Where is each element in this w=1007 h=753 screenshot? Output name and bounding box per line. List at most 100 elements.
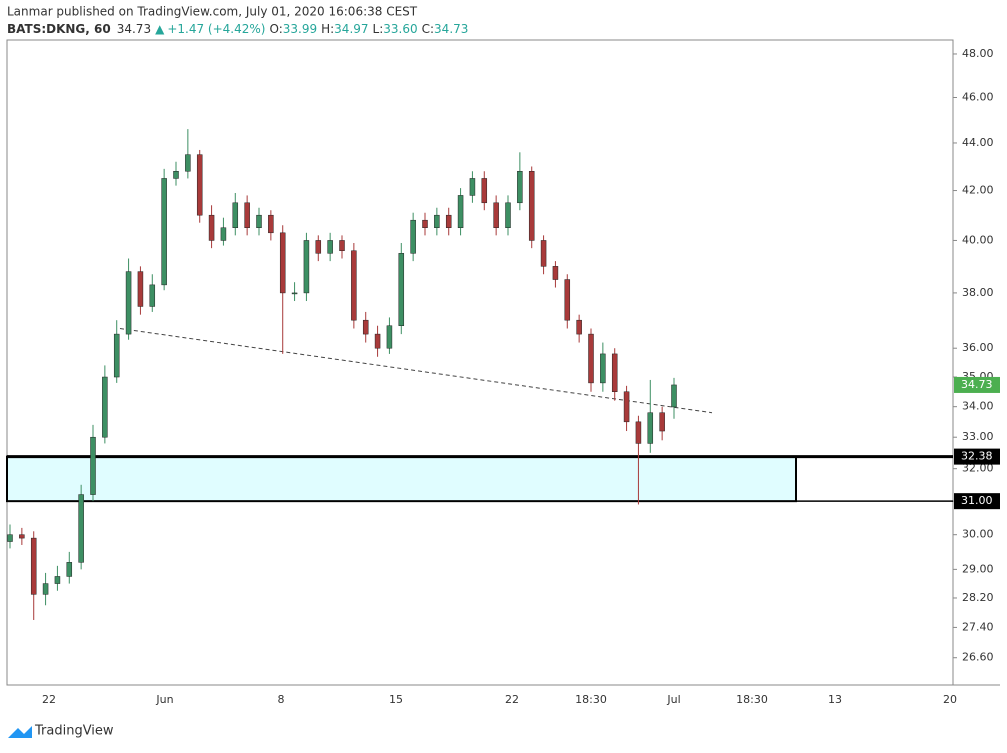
candle-body [220,227,227,241]
y-tick-label: 27.40 [962,620,994,633]
candle-body [564,279,571,321]
candle-body [505,202,511,228]
candle-body [66,562,73,577]
candle-body [303,240,310,294]
candle-body [244,202,250,228]
symbol: BATS:DKNG, 60 [7,22,111,36]
candle-body [659,412,665,432]
candle-body [268,214,274,234]
candle-body [102,376,108,438]
candle-body [671,384,677,408]
candle-body [635,421,642,444]
candle-body [196,154,203,216]
candle-body [279,232,286,294]
zone [6,455,797,503]
y-tick-label: 28.20 [962,591,994,604]
candle-body [339,240,345,251]
candle-body [588,333,594,384]
candle-body [647,412,654,444]
candle-body [445,214,452,228]
footer-text: TradingView [34,724,114,739]
footer-logo [8,726,32,738]
last-price-box [954,376,1000,393]
candle-body [540,240,547,267]
candle-body [173,170,179,179]
y-tick-label: 48.00 [962,47,994,60]
candle-body [30,537,37,595]
candle-body [90,436,96,495]
candle-body [611,353,618,392]
ohlc-key: O: [269,22,282,36]
candle-body [517,170,523,204]
y-tick-label: 36.00 [962,341,994,354]
ohlc-value: 34.97 [334,22,368,36]
x-tick-label: 15 [389,693,403,706]
candle-body [125,271,132,335]
y-tick-label: 29.00 [962,562,994,575]
zone-price-box [954,448,1000,465]
candle-body [469,178,476,196]
published-line: Lanmar published on TradingView.com, Jul… [7,5,418,19]
candle-body [7,534,13,542]
candle-body [42,583,49,595]
change: +1.47 (+4.42%) [167,22,265,36]
candle-body [291,292,298,295]
y-tick-label: 44.00 [962,136,994,149]
ohlc-key: C: [422,22,434,36]
candle-body [149,284,156,307]
y-tick-label: 26.60 [962,651,994,664]
x-tick-label: Jun [155,693,173,706]
candle-body [422,219,428,228]
zone-price-label: 32.38 [961,450,993,463]
ohlc-key: L: [373,22,384,36]
x-tick-label: 18:30 [736,693,768,706]
candle-body [362,319,369,335]
candle-body [113,333,120,378]
ohlc-value: 33.60 [383,22,417,36]
y-tick-label: 32.00 [962,462,994,475]
y-tick-label: 33.00 [962,430,994,443]
y-tick-label: 38.00 [962,286,994,299]
plot-frame [6,39,954,686]
candle-body [600,353,606,384]
x-tick-label: 18:30 [575,693,607,706]
y-tick-label: 34.00 [962,400,994,413]
ohlc-value: 34.73 [434,22,468,36]
ohlc-key: H: [321,22,334,36]
x-tick-label: 13 [828,693,842,706]
candle-body [232,202,239,228]
y-tick-label: 40.00 [962,233,994,246]
ohlc-value: 33.99 [283,22,317,36]
up-arrow: ▲ [155,22,165,36]
candle-body [374,333,381,349]
candle-body [576,319,582,335]
trendline [119,328,713,414]
candle-body [386,325,393,349]
candle-body [398,253,405,326]
candle-body [54,576,61,584]
last-price: 34.73 [117,22,151,36]
candle-body [315,240,322,254]
candle-body [78,494,84,563]
zone-price-label: 31.00 [961,494,993,507]
candle-body [208,214,215,241]
x-tick-label: 22 [505,693,519,706]
candle-body [493,202,499,228]
candle-body [327,240,333,254]
candle-body [410,219,416,254]
candle-body [185,154,191,172]
candle-body [161,178,167,286]
candle-body [351,250,357,321]
candle-body [434,214,440,228]
candle-body [481,178,488,204]
candle-body [256,214,262,228]
symbol-line: BATS:DKNG, 60 34.73 ▲ +1.47 (+4.42%) O:33.99… [7,22,468,36]
last-price-label: 34.73 [961,378,993,391]
x-tick-label: 22 [42,693,56,706]
candle-body [19,534,25,539]
candle-body [528,170,535,241]
x-tick-label: Jul [666,693,680,706]
x-tick-label: 8 [278,693,285,706]
y-tick-label: 46.00 [962,90,994,103]
